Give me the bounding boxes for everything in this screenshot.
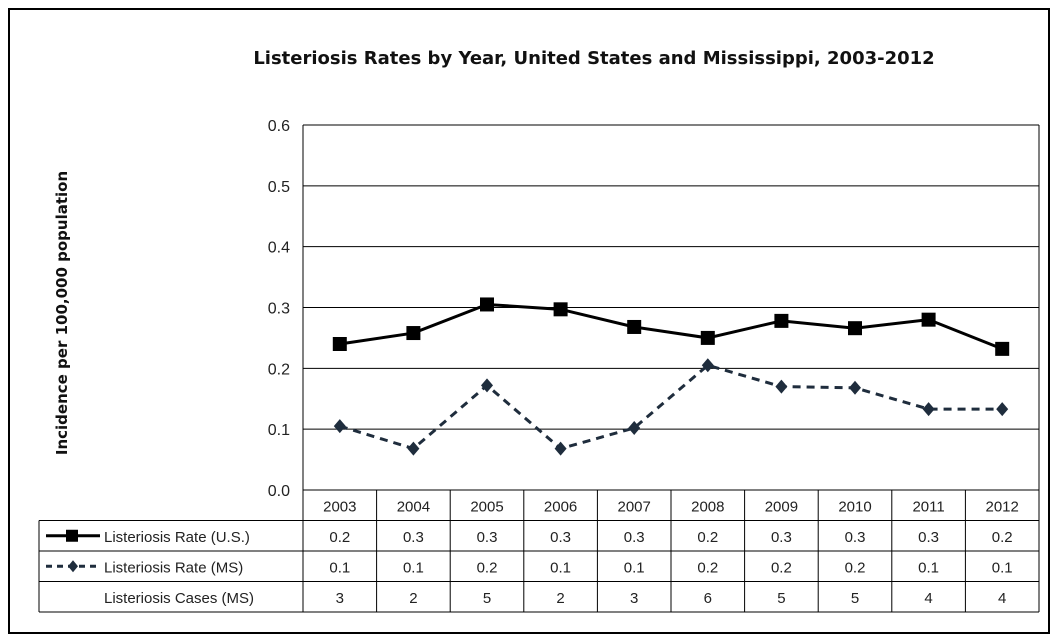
marker-us-square [921,312,936,327]
x-tick-label: 2009 [765,498,798,515]
chart-title: Listeriosis Rates by Year, United States… [253,48,934,69]
marker-ms-diamond [554,441,567,456]
table-cell: 0.3 [845,529,866,546]
marker-ms-diamond [407,441,420,456]
table-cell: 0.1 [918,559,939,576]
series-line-ms [339,363,1003,451]
marker-ms-diamond [849,380,861,395]
x-tick-label: 2006 [544,498,577,515]
marker-us-square [700,330,715,345]
table-cell: 2 [409,590,417,607]
marker-ms-diamond [628,420,641,435]
y-tick-label: 0.5 [268,179,290,196]
table-cell: 0.3 [918,529,939,546]
marker-ms-diamond [775,379,788,394]
table-cell: 0.1 [403,559,424,576]
plot-area: 0.0 0.1 0.2 0.3 0.4 0.5 0.6 [268,118,1040,500]
marker-us-square [627,319,642,334]
table-cell: 0.2 [697,529,718,546]
table-cell: 6 [704,590,712,607]
marker-us-square [774,313,789,328]
y-tick-label: 0.4 [268,240,290,257]
table-cell: 4 [998,590,1006,607]
table-row-label: Listeriosis Cases (MS) [104,590,254,607]
x-tick-label: 2004 [397,498,430,515]
marker-us-square [995,341,1010,356]
x-tick-label: 2011 [912,498,944,515]
table-row-label: Listeriosis Rate (U.S.) [104,529,250,546]
marker-ms-diamond [922,402,935,417]
marker-us-square [406,326,421,341]
y-tick-label: 0.2 [268,361,290,378]
table-cell: 3 [336,590,344,607]
x-tick-label: 2012 [986,498,1019,515]
marker-ms-diamond [701,358,714,373]
x-tick-label: 2003 [323,498,356,515]
table-cell: 0.3 [550,529,571,546]
series-line-us [339,302,1003,351]
table-cell: 0.3 [403,529,424,546]
table-cell: 0.3 [771,529,792,546]
table-cell: 0.2 [697,559,718,576]
table-cell: 0.3 [624,529,645,546]
legend-key-us-marker [66,529,78,542]
table-row-label: Listeriosis Rate (MS) [104,559,243,576]
marker-ms-diamond [996,402,1009,417]
x-tick-label: 2010 [838,498,871,515]
marker-us-square [332,337,347,351]
y-tick-label: 0.0 [268,483,290,500]
table-cell: 5 [483,590,491,607]
table-cell: 3 [630,590,638,607]
table-cell: 5 [777,590,785,607]
table-cell: 0.1 [550,559,571,576]
table-cell: 5 [851,590,859,607]
marker-us-square [553,302,568,317]
x-tick-label: 2007 [618,498,651,515]
y-axis-label: Incidence per 100,000 population [53,171,71,455]
table-cell: 0.3 [477,529,498,546]
legend-key-ms-marker [68,560,78,573]
y-tick-label: 0.1 [268,422,290,439]
table-cell: 2 [556,590,564,607]
table-cell: 0.2 [992,529,1013,546]
y-tick-label: 0.6 [268,118,290,135]
data-table: 2003 2004 2005 2006 2007 2008 2009 2010 2011 2012… [38,490,1040,613]
marker-ms-diamond [481,378,493,393]
table-cell: 0.2 [477,559,498,576]
table-cell: 0.2 [845,559,866,576]
chart-frame [8,8,1050,634]
marker-ms-diamond [333,419,346,434]
x-tick-label: 2008 [691,498,724,515]
marker-us-square [848,321,862,336]
y-tick-label: 0.3 [268,301,290,318]
table-cell: 0.2 [771,559,792,576]
x-tick-label: 2005 [470,498,503,515]
table-cell: 0.2 [329,529,350,546]
marker-us-square [480,297,494,312]
table-cell: 4 [924,590,932,607]
table-cell: 0.1 [329,559,350,576]
table-cell: 0.1 [624,559,645,576]
table-cell: 0.1 [992,559,1013,576]
